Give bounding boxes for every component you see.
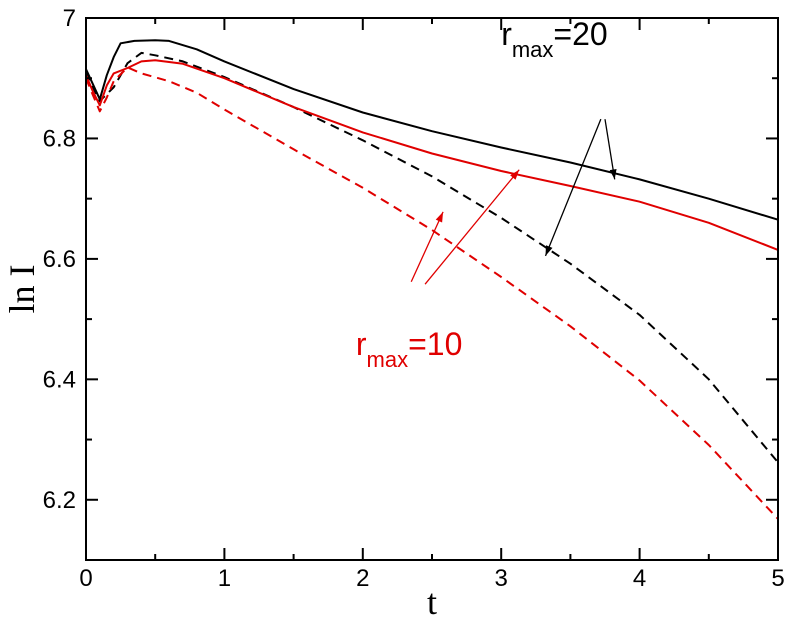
annotation-arrow-line	[544, 118, 602, 257]
annotation-arrow-head	[510, 169, 520, 180]
x-axis-label: t	[427, 582, 437, 622]
series-line-4	[85, 66, 779, 520]
y-tick-label: 6.4	[43, 366, 76, 393]
annotation-base: r	[501, 16, 512, 52]
x-tick-label: 5	[771, 565, 784, 592]
x-tick-label: 4	[633, 565, 646, 592]
x-tick-label: 1	[218, 565, 231, 592]
y-axis-label: ln I	[2, 265, 42, 314]
annotation-subscript: max	[512, 37, 554, 62]
y-tick-label: 6.2	[43, 487, 76, 514]
series-line-2	[85, 51, 779, 464]
annotation-arrow-line	[424, 169, 520, 285]
plot-frame	[85, 17, 779, 561]
annotation-subscript: max	[367, 347, 409, 372]
annotation-arrow-head	[545, 245, 553, 256]
axis-ticks: 0 1 2 3 4 5 6.2 6.4 6.6 6.8 7	[43, 5, 785, 592]
x-tick-label: 0	[79, 565, 92, 592]
series-layer	[85, 39, 779, 520]
annotation-label-rmax10: rmax=10	[356, 326, 463, 372]
annotation-label-rmax20: rmax=20	[501, 16, 608, 62]
series-line-1	[85, 39, 779, 221]
y-tick-label: 7	[63, 5, 76, 32]
x-tick-label: 2	[356, 565, 369, 592]
annotation-arrow-line	[410, 211, 444, 283]
annotation-suffix: =10	[408, 326, 462, 362]
annotation-arrow-line	[604, 119, 616, 180]
annotation-suffix: =20	[553, 16, 607, 52]
x-tick-label: 3	[495, 565, 508, 592]
series-line-3	[85, 59, 779, 251]
annotation-arrow-head	[609, 168, 617, 180]
annotation-base: r	[356, 326, 367, 362]
y-tick-label: 6.8	[43, 125, 76, 152]
annotation-arrow-head	[435, 211, 444, 223]
y-tick-label: 6.6	[43, 246, 76, 273]
